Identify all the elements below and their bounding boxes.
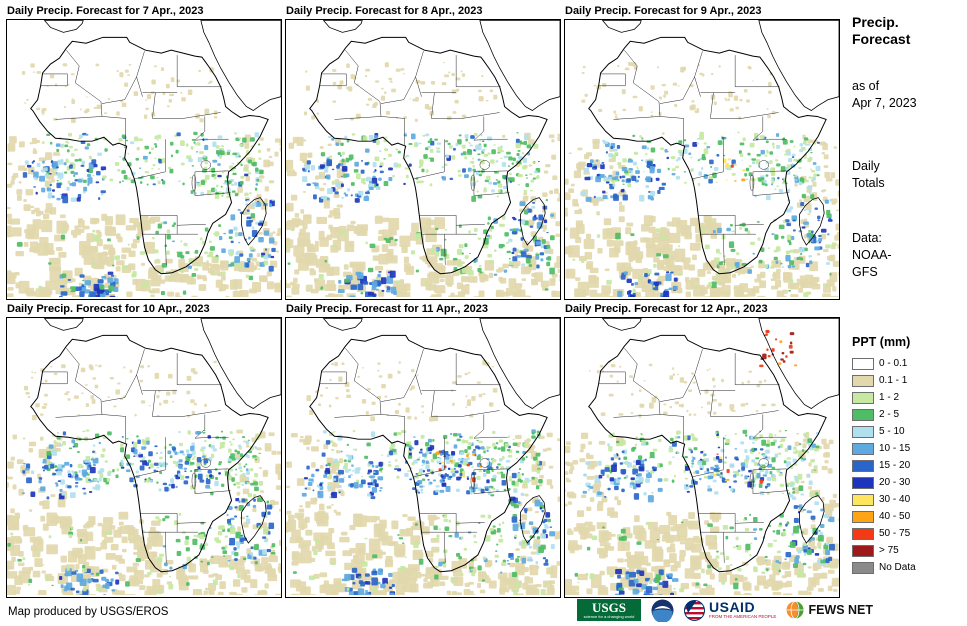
legend-label: > 75	[879, 545, 899, 556]
as-of-block: as of Apr 7, 2023	[852, 78, 942, 112]
sidebar-title: Precip. Forecast	[852, 14, 911, 47]
panel-title: Daily Precip. Forecast for 11 Apr., 2023	[286, 303, 488, 315]
panel-title: Daily Precip. Forecast for 10 Apr., 2023	[7, 303, 210, 315]
map-row-1: Daily Precip. Forecast for 7 Apr., 2023 …	[6, 2, 848, 300]
legend-item: 40 - 50	[852, 508, 964, 525]
panel-title: Daily Precip. Forecast for 12 Apr., 2023	[565, 303, 768, 315]
usgs-logo: USGS science for a changing world	[577, 599, 641, 621]
data-source-value: NOAA-GFS	[852, 248, 892, 279]
legend-item: 15 - 20	[852, 457, 964, 474]
logo-strip: USGS science for a changing world	[577, 597, 873, 623]
legend-label: 20 - 30	[879, 477, 911, 488]
usaid-tagline: FROM THE AMERICAN PEOPLE	[709, 614, 777, 620]
legend-swatch	[852, 391, 874, 404]
legend-label: 10 - 15	[879, 443, 911, 454]
noaa-logo-icon	[651, 599, 674, 622]
info-sidebar: Precip. Forecast as of Apr 7, 2023 Daily…	[852, 0, 964, 626]
map-credit: Map produced by USGS/EROS	[8, 606, 169, 618]
legend-item: 2 - 5	[852, 406, 964, 423]
fewsnet-globe-icon	[786, 601, 804, 619]
africa-precip-map	[6, 317, 282, 598]
data-source-block: Data: NOAA-GFS	[852, 230, 902, 281]
forecast-panel: Daily Precip. Forecast for 9 Apr., 2023	[564, 2, 840, 300]
legend-item: 10 - 15	[852, 440, 964, 457]
usaid-logo-text: USAID	[709, 599, 756, 616]
legend-label: 30 - 40	[879, 494, 911, 505]
legend-item: No Data	[852, 559, 964, 576]
legend-label: 50 - 75	[879, 528, 911, 539]
africa-precip-map	[285, 19, 561, 300]
legend-label: No Data	[879, 562, 916, 573]
legend-label: 0.1 - 1	[879, 375, 908, 386]
usgs-tagline: science for a changing world	[583, 614, 635, 619]
legend-item: 50 - 75	[852, 525, 964, 542]
forecast-panel: Daily Precip. Forecast for 10 Apr., 2023	[6, 300, 282, 598]
legend-item: 1 - 2	[852, 389, 964, 406]
legend-swatch	[852, 476, 874, 489]
africa-precip-map	[564, 317, 840, 598]
legend-swatch	[852, 544, 874, 557]
legend-swatch	[852, 459, 874, 472]
africa-precip-map	[564, 19, 840, 300]
usgs-logo-text: USGS	[592, 600, 626, 615]
ppt-legend: 0 - 0.1 0.1 - 1 1 - 2 2 - 5 5 - 10 10 - …	[852, 355, 964, 576]
legend-item: > 75	[852, 542, 964, 559]
legend-item: 30 - 40	[852, 491, 964, 508]
fewsnet-logo-text: FEWS NET	[808, 603, 874, 617]
forecast-panel: Daily Precip. Forecast for 8 Apr., 2023	[285, 2, 561, 300]
forecast-panel: Daily Precip. Forecast for 12 Apr., 2023	[564, 300, 840, 598]
legend-item: 0.1 - 1	[852, 372, 964, 389]
legend-label: 1 - 2	[879, 392, 900, 403]
panel-title: Daily Precip. Forecast for 9 Apr., 2023	[565, 5, 762, 17]
legend-item: 0 - 0.1	[852, 355, 964, 372]
fewsnet-logo: FEWS NET	[786, 601, 873, 619]
legend-label: 40 - 50	[879, 511, 911, 522]
as-of-date: Apr 7, 2023	[852, 96, 917, 110]
legend-label: 0 - 0.1	[879, 358, 908, 369]
legend-swatch	[852, 442, 874, 455]
forecast-panel: Daily Precip. Forecast for 11 Apr., 2023	[285, 300, 561, 598]
usaid-logo: USAID FROM THE AMERICAN PEOPLE	[684, 599, 777, 621]
africa-precip-map	[285, 317, 561, 598]
as-of-label: as of	[852, 79, 880, 93]
legend-item: 20 - 30	[852, 474, 964, 491]
legend-item: 5 - 10	[852, 423, 964, 440]
legend-title: PPT (mm)	[852, 335, 911, 349]
legend-label: 5 - 10	[879, 426, 905, 437]
legend-swatch	[852, 357, 874, 370]
africa-precip-map	[6, 19, 282, 300]
legend-swatch	[852, 408, 874, 421]
panel-title: Daily Precip. Forecast for 7 Apr., 2023	[7, 5, 204, 17]
legend-swatch	[852, 493, 874, 506]
map-grid: Daily Precip. Forecast for 7 Apr., 2023 …	[6, 2, 848, 598]
legend-swatch	[852, 510, 874, 523]
panel-title: Daily Precip. Forecast for 8 Apr., 2023	[286, 5, 483, 17]
legend-swatch	[852, 527, 874, 540]
legend-swatch	[852, 374, 874, 387]
usaid-flag-icon	[684, 599, 705, 621]
data-source-label: Data:	[852, 231, 882, 245]
forecast-panel: Daily Precip. Forecast for 7 Apr., 2023	[6, 2, 282, 300]
legend-swatch	[852, 425, 874, 438]
legend-swatch	[852, 561, 874, 574]
legend-label: 2 - 5	[879, 409, 900, 420]
legend-label: 15 - 20	[879, 460, 911, 471]
totals-label: Daily Totals	[852, 159, 885, 190]
map-row-2: Daily Precip. Forecast for 10 Apr., 2023…	[6, 300, 848, 598]
